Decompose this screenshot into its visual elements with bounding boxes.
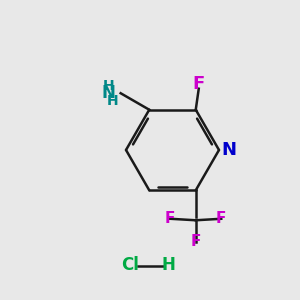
Text: N: N — [102, 84, 116, 102]
Text: H: H — [103, 79, 115, 93]
Text: H: H — [107, 94, 119, 108]
Text: Cl: Cl — [122, 256, 140, 274]
Text: H: H — [161, 256, 175, 274]
Text: N: N — [221, 141, 236, 159]
Text: F: F — [190, 234, 201, 249]
Text: F: F — [216, 211, 226, 226]
Text: F: F — [193, 75, 205, 93]
Text: F: F — [165, 211, 175, 226]
